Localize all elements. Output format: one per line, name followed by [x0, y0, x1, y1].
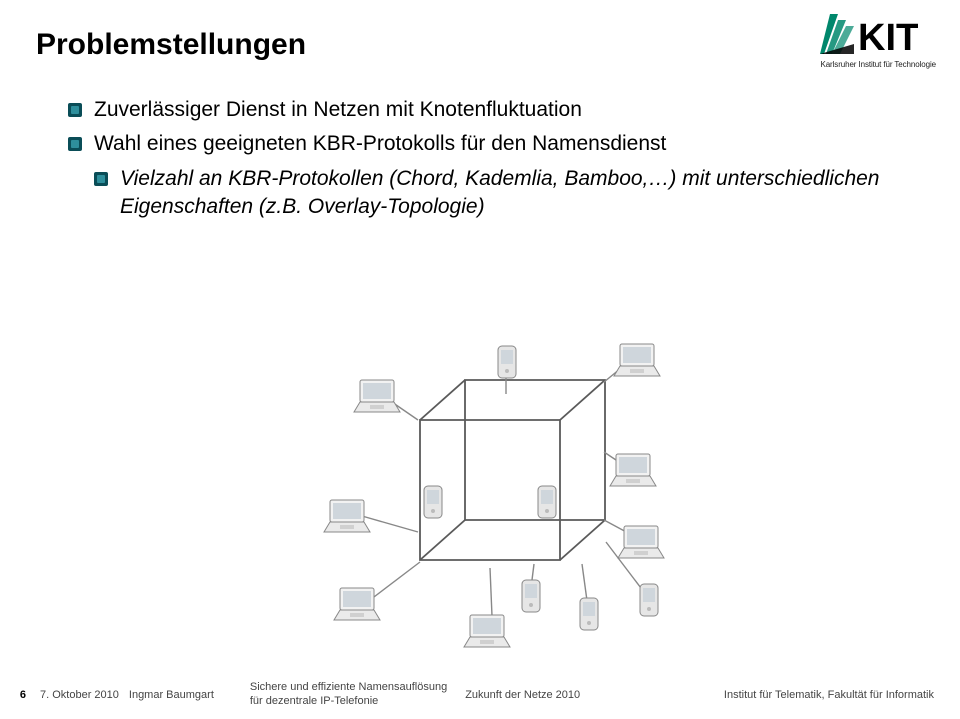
footer-date: 7. Oktober 2010 — [26, 689, 119, 701]
kit-logo: KIT Karlsruher Institut für Technologie — [820, 14, 936, 69]
network-svg — [300, 320, 680, 650]
slide-title: Problemstellungen — [36, 28, 306, 62]
footer-talk-line2: für dezentrale IP-Telefonie — [250, 695, 447, 709]
kit-logo-svg: KIT — [820, 14, 918, 58]
footer-talk: Sichere und effiziente Namensauflösung f… — [214, 681, 447, 709]
bullet-item: Zuverlässiger Dienst in Netzen mit Knote… — [68, 96, 888, 124]
bullet-icon — [94, 172, 108, 186]
subbullet-text: Vielzahl an KBR-Protokollen (Chord, Kade… — [120, 167, 879, 218]
bullet-text: Zuverlässiger Dienst in Netzen mit Knote… — [94, 98, 582, 121]
footer-event: Zukunft der Netze 2010 — [447, 689, 580, 701]
bullet-text: Wahl eines geeigneten KBR-Protokolls für… — [94, 132, 666, 155]
footer-talk-line1: Sichere und effiziente Namensauflösung — [250, 681, 447, 695]
footer: 6 7. Oktober 2010 Ingmar Baumgart Sicher… — [0, 671, 960, 719]
kit-logo-subtitle: Karlsruher Institut für Technologie — [820, 60, 936, 69]
bullet-icon — [68, 103, 82, 117]
footer-author: Ingmar Baumgart — [119, 689, 214, 701]
footer-institute: Institut für Telematik, Fakultät für Inf… — [724, 689, 960, 701]
svg-text:KIT: KIT — [858, 17, 918, 58]
slide: KIT Karlsruher Institut für Technologie … — [0, 0, 960, 719]
subbullet-item: Vielzahl an KBR-Protokollen (Chord, Kade… — [94, 165, 888, 222]
bullet-icon — [68, 137, 82, 151]
page-number: 6 — [0, 689, 26, 701]
bullet-item: Wahl eines geeigneten KBR-Protokolls für… — [68, 130, 888, 158]
overlay-topology-diagram — [300, 320, 680, 650]
content-area: Zuverlässiger Dienst in Netzen mit Knote… — [68, 96, 888, 227]
